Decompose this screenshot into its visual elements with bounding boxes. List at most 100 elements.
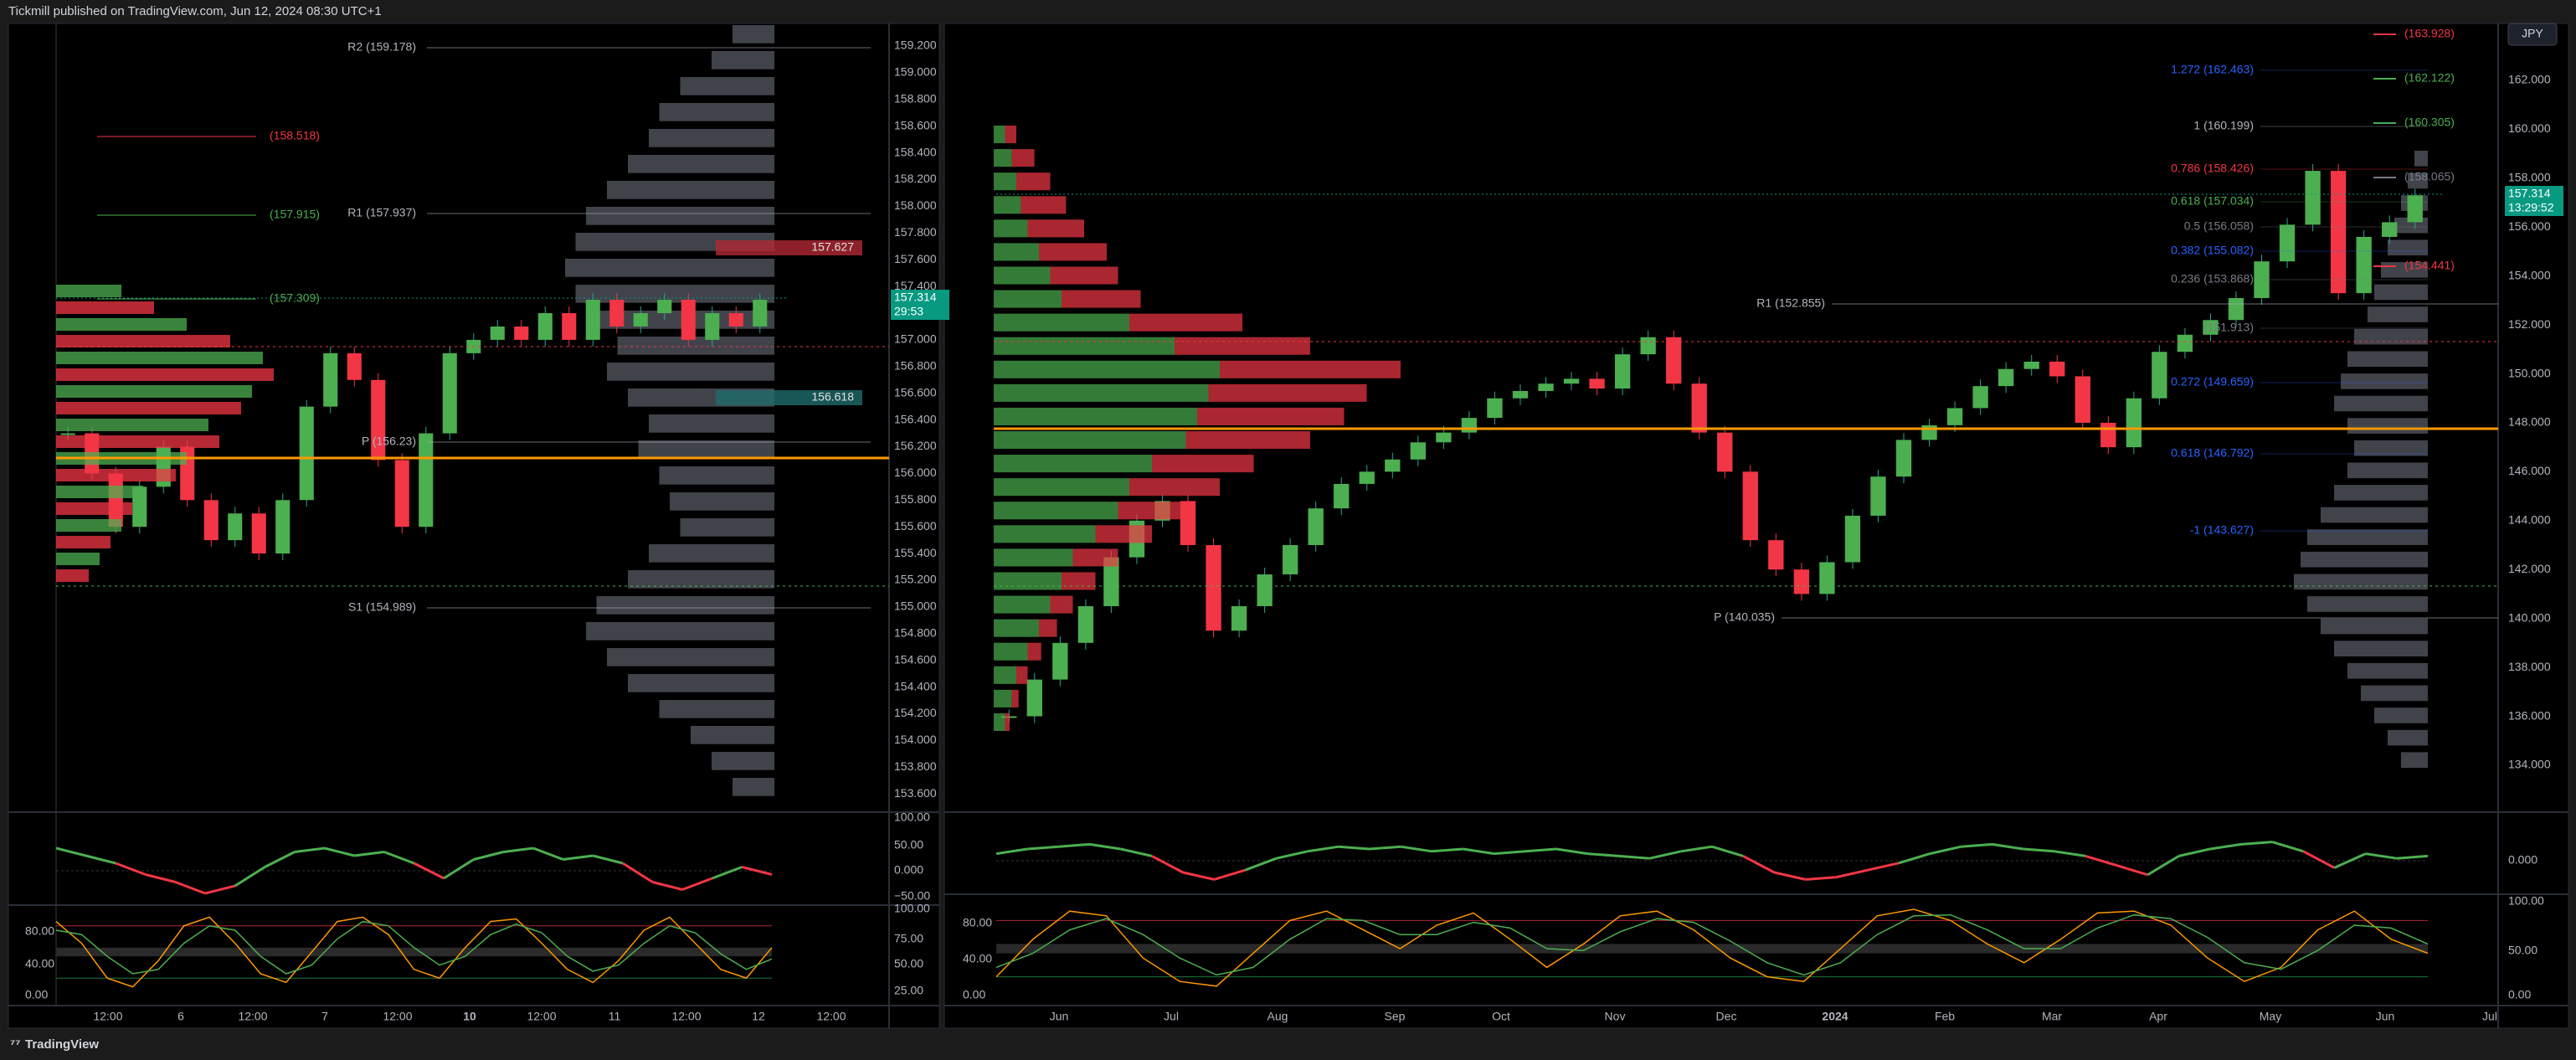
price-tag-price: 157.314 — [2508, 187, 2551, 200]
volume-profile-bar — [2347, 418, 2428, 434]
profile-buy-bar — [994, 525, 1096, 543]
profile-buy-bar — [994, 360, 1220, 378]
candle — [537, 313, 553, 340]
profile-sell-bar — [1197, 407, 1345, 425]
volume-profile-bar — [56, 301, 154, 314]
fib-label: 0.786 (158.426) — [2171, 162, 2254, 175]
fib-label: 0.618 (157.034) — [2171, 194, 2254, 208]
profile-buy-bar — [994, 196, 1021, 214]
profile-buy-bar — [994, 548, 1073, 567]
panel-dividers — [8, 23, 2568, 1028]
volume-profile-bar — [2334, 485, 2428, 501]
osc-segment — [1867, 862, 1900, 872]
osc-segment — [2271, 841, 2304, 853]
fib-label: 0.272 (149.659) — [2171, 375, 2254, 388]
osc-segment — [1369, 845, 1401, 851]
time-axis-label: 11 — [609, 1010, 621, 1023]
price-axis-label: 154.400 — [894, 679, 937, 692]
osc-axis-label: 50.00 — [894, 957, 923, 970]
profile-sell-bar — [1050, 266, 1118, 285]
volume-profile-bar — [2347, 351, 2428, 368]
volume-profile-bar — [56, 486, 143, 498]
osc-segment — [2054, 850, 2086, 857]
osc-segment — [1555, 847, 1588, 856]
volume-profile-bar — [2374, 708, 2428, 723]
osc-segment — [1961, 842, 1992, 848]
candle — [1972, 386, 1988, 409]
pivot-label: R2 (159.178) — [347, 40, 416, 54]
candle — [2356, 236, 2372, 294]
volume-profile-bar — [628, 155, 774, 173]
volume-profile-bar — [680, 77, 774, 95]
candle — [1283, 544, 1298, 575]
price-axis-label: 155.000 — [894, 599, 937, 613]
price-axis-label: 140.000 — [2508, 610, 2551, 624]
fib-label: 0.5 (156.058) — [2184, 219, 2254, 233]
volume-profile-bar — [733, 778, 774, 796]
pivot-label: S1 (154.989) — [348, 600, 416, 614]
profile-sell-bar — [1039, 243, 1107, 261]
osc-axis-label: 100.00 — [894, 810, 930, 824]
pivot-label: R1 (152.855) — [1756, 296, 1825, 310]
volume-profile-bar — [2414, 151, 2428, 167]
profile-sell-bar — [1027, 219, 1084, 238]
currency-button[interactable] — [2507, 23, 2558, 46]
profile-sell-bar — [1011, 149, 1035, 167]
osc-axis-label: 75.00 — [894, 932, 923, 945]
price-axis-label: 160.000 — [2508, 121, 2551, 135]
osc-segment — [2333, 852, 2367, 869]
osc-segment — [294, 846, 325, 853]
profile-buy-bar — [994, 172, 1016, 191]
candle — [1870, 476, 1886, 516]
candle — [299, 406, 314, 501]
candle — [2177, 334, 2193, 352]
volume-profile-bar — [617, 337, 774, 355]
profile-buy-bar — [994, 619, 1039, 637]
osc-segment — [145, 873, 176, 883]
osc-segment — [1276, 850, 1309, 860]
osc-segment — [115, 862, 147, 876]
candle — [728, 313, 743, 327]
osc-segment — [622, 862, 654, 883]
osc-segment — [234, 866, 266, 888]
candle — [1077, 606, 1094, 643]
osc-segment — [681, 877, 713, 891]
price-axis-label: 156.200 — [894, 439, 937, 452]
profile-sell-bar — [1220, 360, 1401, 378]
osc-segment — [2240, 841, 2273, 846]
footer-logo: ⁷⁷ — [10, 1037, 20, 1052]
candle — [1819, 562, 1835, 594]
osc-segment — [1058, 842, 1090, 848]
volume-profile-bar — [2307, 529, 2428, 545]
volume-profile-bar — [56, 368, 274, 381]
price-axis-label: 157.000 — [894, 332, 937, 346]
volume-profile-bar — [2294, 574, 2428, 590]
osc-axis-label: 0.00 — [2508, 988, 2531, 1001]
price-box-label: 156.618 — [811, 390, 854, 404]
volume-profile-bar — [2354, 440, 2428, 456]
price-axis-label: 136.000 — [2508, 708, 2551, 722]
candle — [2023, 361, 2039, 369]
osc-segment — [563, 854, 594, 861]
profile-sell-bar — [1175, 337, 1310, 355]
volume-profile-bar — [56, 553, 100, 565]
currency-label[interactable]: JPY — [2522, 27, 2543, 40]
volume-profile-bar — [680, 518, 774, 537]
time-axis-label: Jun — [2376, 1010, 2395, 1023]
osc-segment — [2178, 847, 2211, 857]
price-axis-label: 155.400 — [894, 546, 937, 559]
profile-sell-bar — [1208, 383, 1367, 402]
candle — [633, 313, 648, 327]
osc-segment — [592, 854, 624, 865]
candle — [1844, 515, 1861, 563]
price-tag-timer: 13:29:52 — [2508, 201, 2554, 214]
candle — [1359, 471, 1375, 484]
side-level-label: (163.928) — [2404, 27, 2455, 40]
osc-segment — [1182, 871, 1215, 881]
candle — [1998, 368, 2014, 387]
time-axis-label: Apr — [2149, 1010, 2167, 1023]
candle — [275, 500, 291, 554]
price-box-label: 157.627 — [811, 240, 854, 254]
candle — [1410, 442, 1426, 460]
price-axis-label: 154.000 — [894, 733, 937, 746]
